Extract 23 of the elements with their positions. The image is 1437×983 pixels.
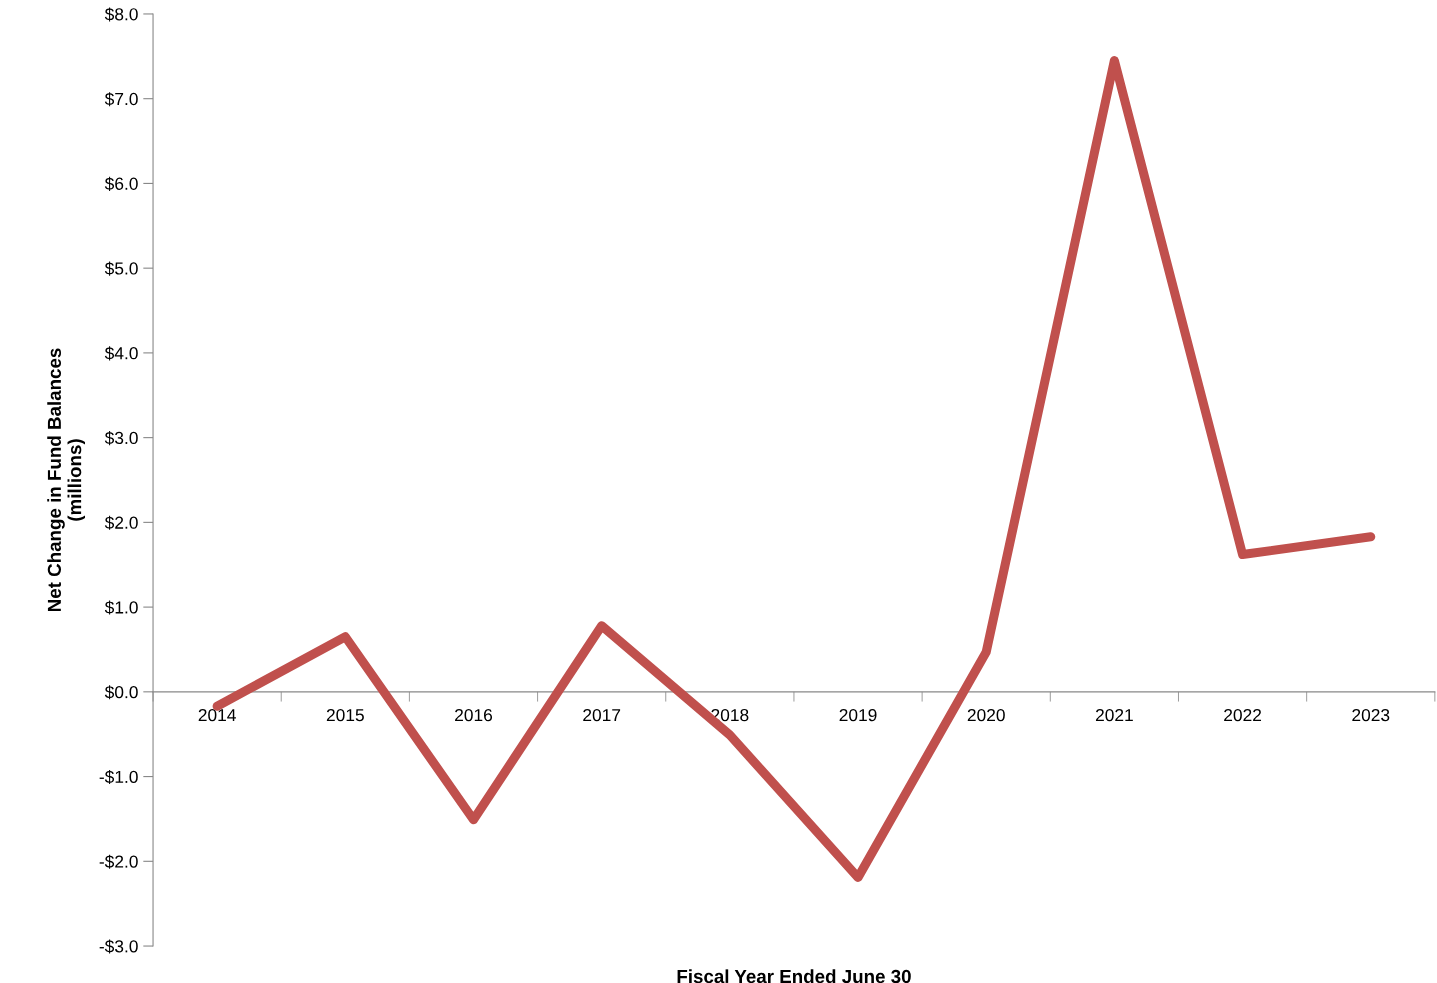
y-tick-label: $5.0	[104, 261, 138, 276]
y-tick-label: $6.0	[104, 176, 138, 191]
y-tick-label: $1.0	[104, 600, 138, 615]
x-tick-label: 2023	[1352, 708, 1390, 722]
y-tick-label: $0.0	[104, 685, 138, 700]
x-tick-label: 2015	[326, 708, 364, 722]
x-tick-label: 2021	[1095, 708, 1133, 722]
x-tick-label: 2016	[455, 708, 493, 722]
y-axis-title: Net Change in Fund Balances (millions)	[47, 348, 85, 612]
y-tick-label: -$2.0	[99, 854, 138, 869]
x-tick-label: 2020	[967, 708, 1005, 722]
x-tick-label: 2014	[198, 708, 236, 722]
y-tick-label: $4.0	[104, 346, 138, 361]
y-tick-label: -$1.0	[99, 770, 138, 785]
y-tick-label: $7.0	[104, 92, 138, 107]
x-tick-label: 2022	[1224, 708, 1262, 722]
x-axis-title: Fiscal Year Ended June 30	[677, 969, 911, 983]
y-tick-label: $2.0	[104, 515, 138, 530]
y-tick-label: $8.0	[104, 7, 138, 22]
y-tick-label: -$3.0	[99, 939, 138, 954]
y-tick-label: $3.0	[104, 431, 138, 446]
x-tick-label: 2019	[839, 708, 877, 722]
x-tick-label: 2017	[583, 708, 621, 722]
